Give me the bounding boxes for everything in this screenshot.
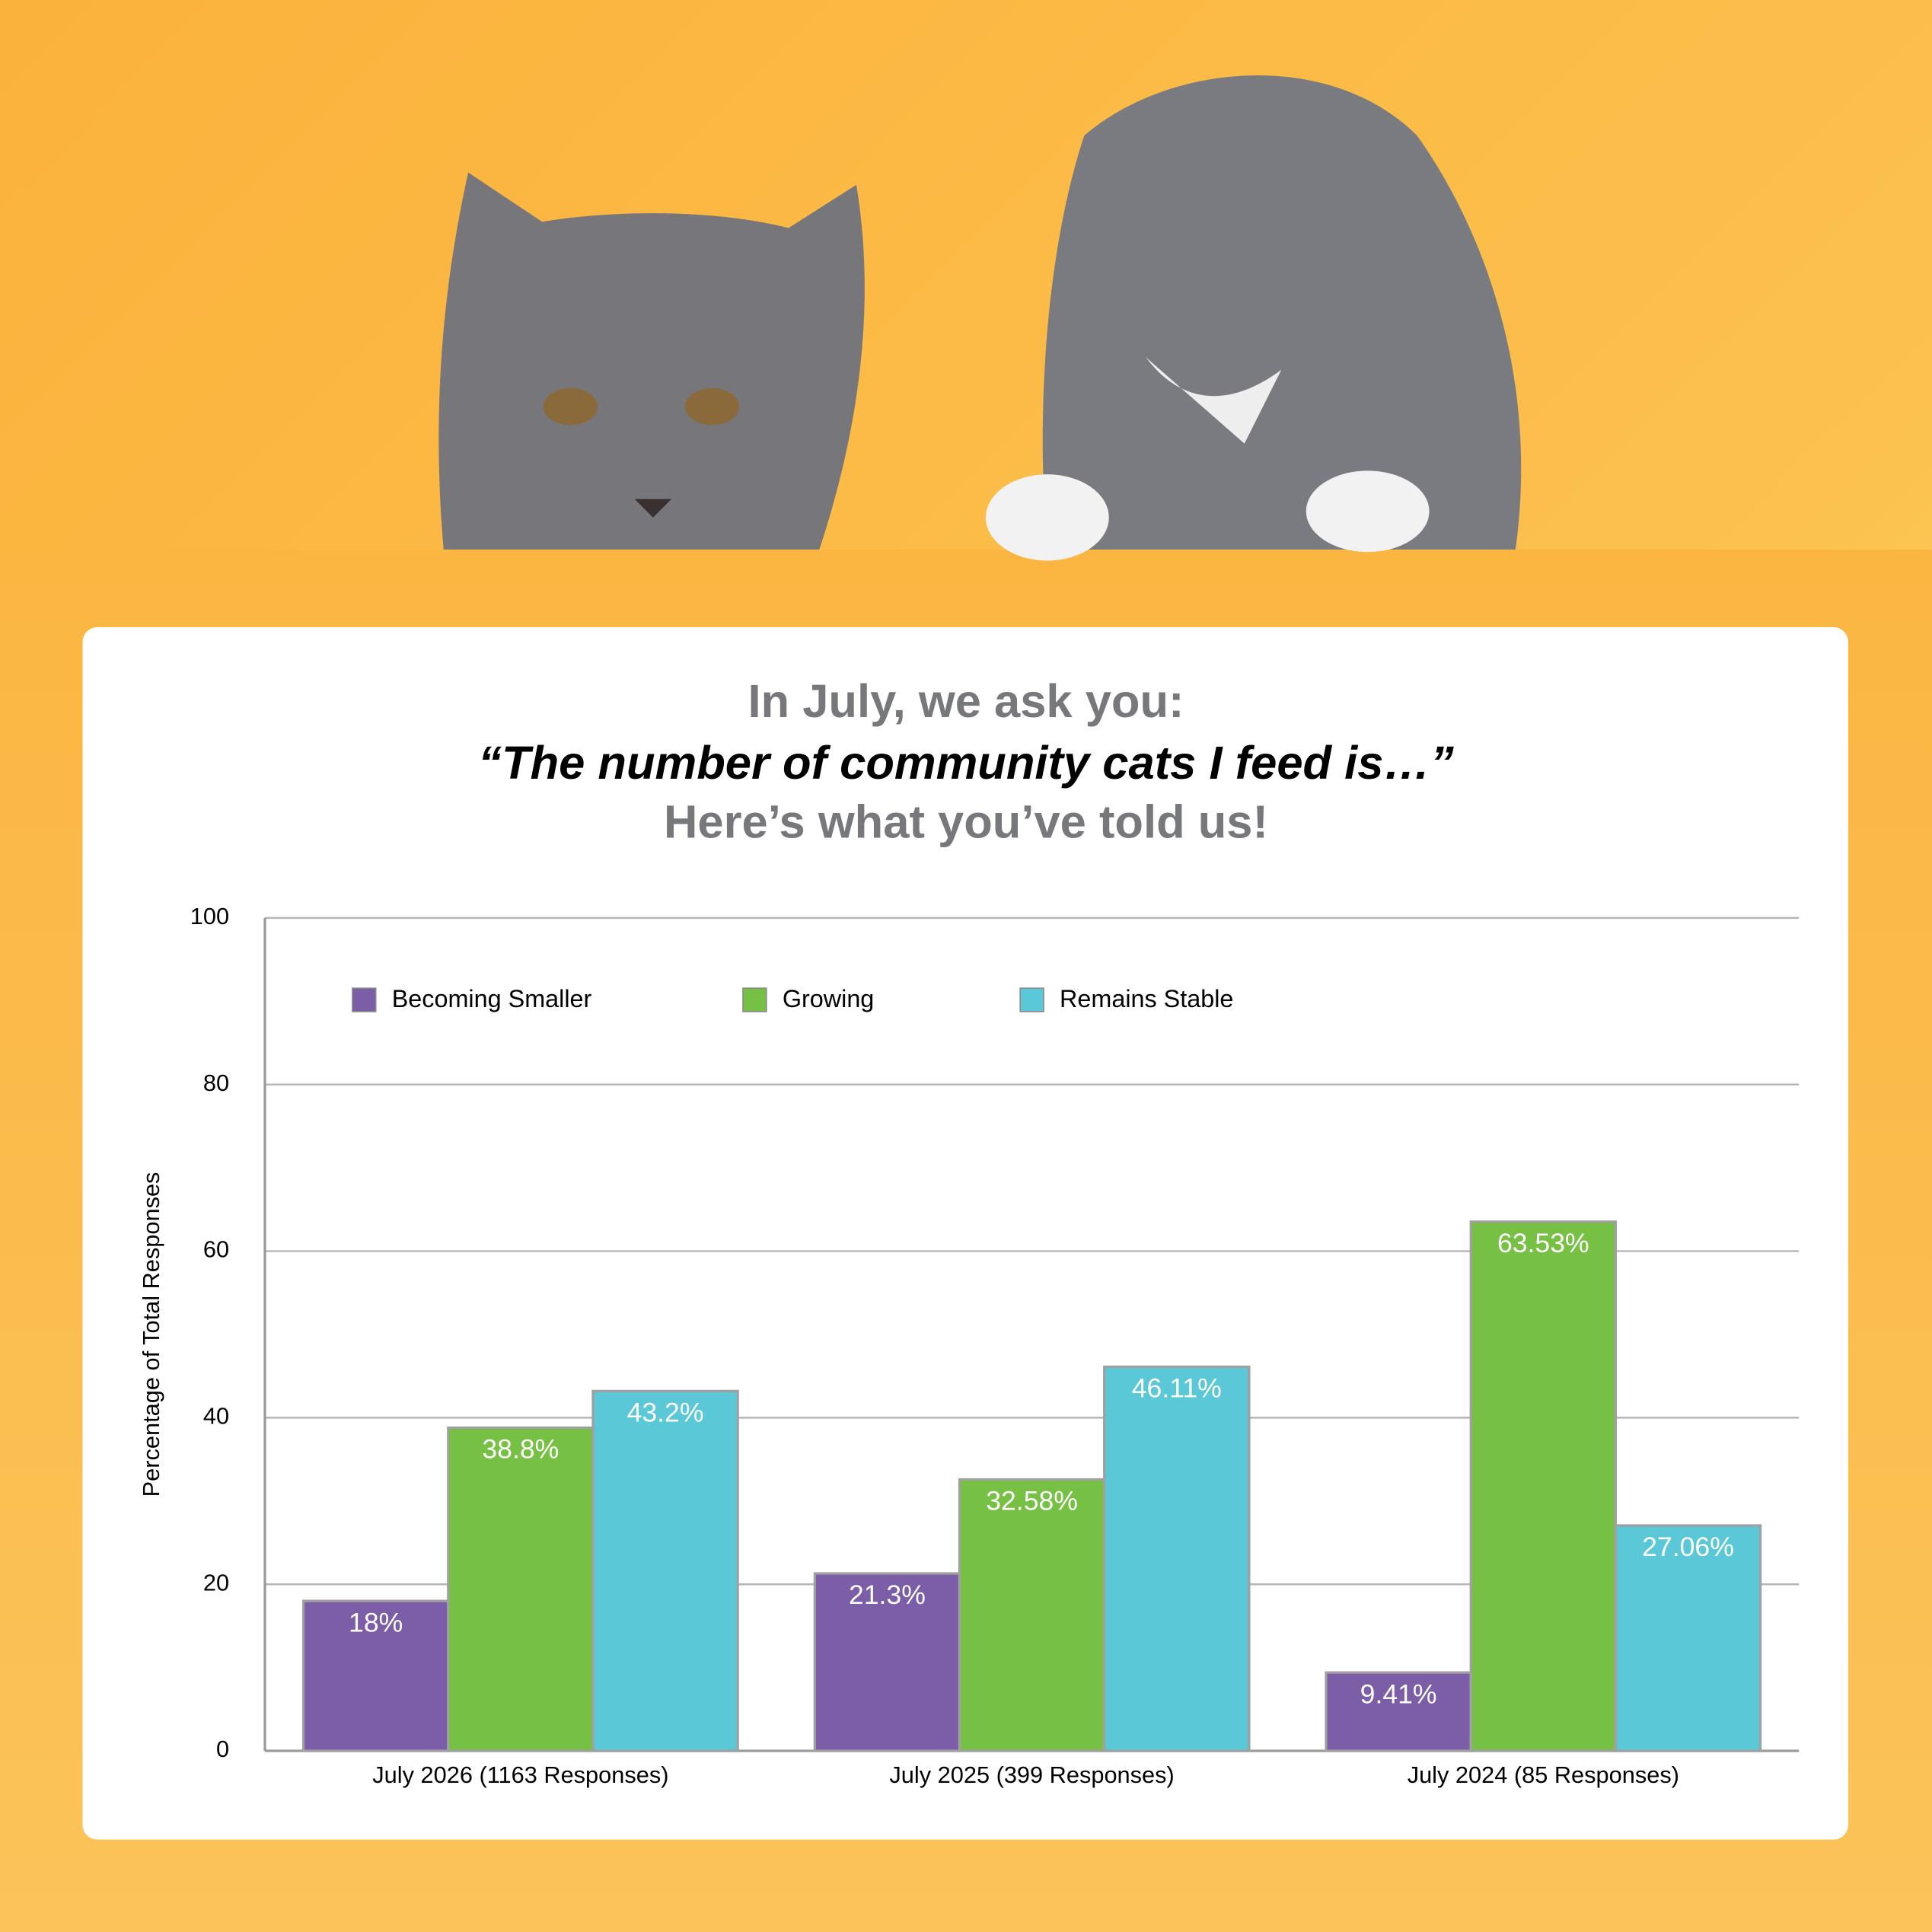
chart-caption: Here’s what you’ve told us!	[664, 796, 1268, 849]
value-label: 43.2%	[627, 1398, 704, 1428]
bar	[958, 1478, 1106, 1752]
chart-title: In July, we ask you:	[748, 675, 1184, 728]
cat-left	[438, 172, 865, 550]
legend-label: Becoming Smaller	[392, 985, 592, 1012]
bar	[591, 1389, 739, 1752]
value-label: 32.58%	[986, 1486, 1078, 1516]
bar	[301, 1599, 450, 1752]
bar	[813, 1572, 961, 1752]
value-label: 9.41%	[1360, 1679, 1437, 1709]
value-label: 27.06%	[1642, 1532, 1734, 1562]
cat-right	[985, 75, 1522, 561]
bar	[447, 1426, 595, 1752]
legend-label: Remains Stable	[1060, 985, 1233, 1012]
legend-swatch	[352, 987, 377, 1012]
value-label: 46.11%	[1132, 1373, 1222, 1404]
y-tick-label: 60	[203, 1236, 229, 1263]
y-axis-label: Percentage of Total Responses	[138, 1172, 164, 1497]
x-tick-label: July 2026 (1163 Responses)	[372, 1761, 668, 1788]
y-tick-label: 20	[203, 1569, 229, 1596]
y-tick-label: 0	[216, 1736, 229, 1762]
x-tick-label: July 2024 (85 Responses)	[1408, 1761, 1679, 1788]
chart-subtitle: “The number of community cats I feed is……	[478, 737, 1454, 789]
bar	[1469, 1220, 1618, 1752]
y-tick-label: 40	[203, 1403, 229, 1430]
bar	[1614, 1524, 1762, 1752]
legend-label: Growing	[783, 985, 875, 1012]
legend-swatch	[742, 987, 767, 1012]
bar	[1103, 1365, 1251, 1752]
legend-swatch	[1019, 987, 1044, 1012]
value-label: 18%	[349, 1607, 403, 1637]
value-label: 63.53%	[1497, 1228, 1589, 1258]
x-tick-label: July 2025 (399 Responses)	[889, 1761, 1174, 1788]
y-tick-label: 80	[203, 1070, 229, 1096]
value-label: 21.3%	[849, 1580, 926, 1610]
value-label: 38.8%	[482, 1434, 559, 1465]
y-tick-label: 100	[190, 903, 229, 929]
